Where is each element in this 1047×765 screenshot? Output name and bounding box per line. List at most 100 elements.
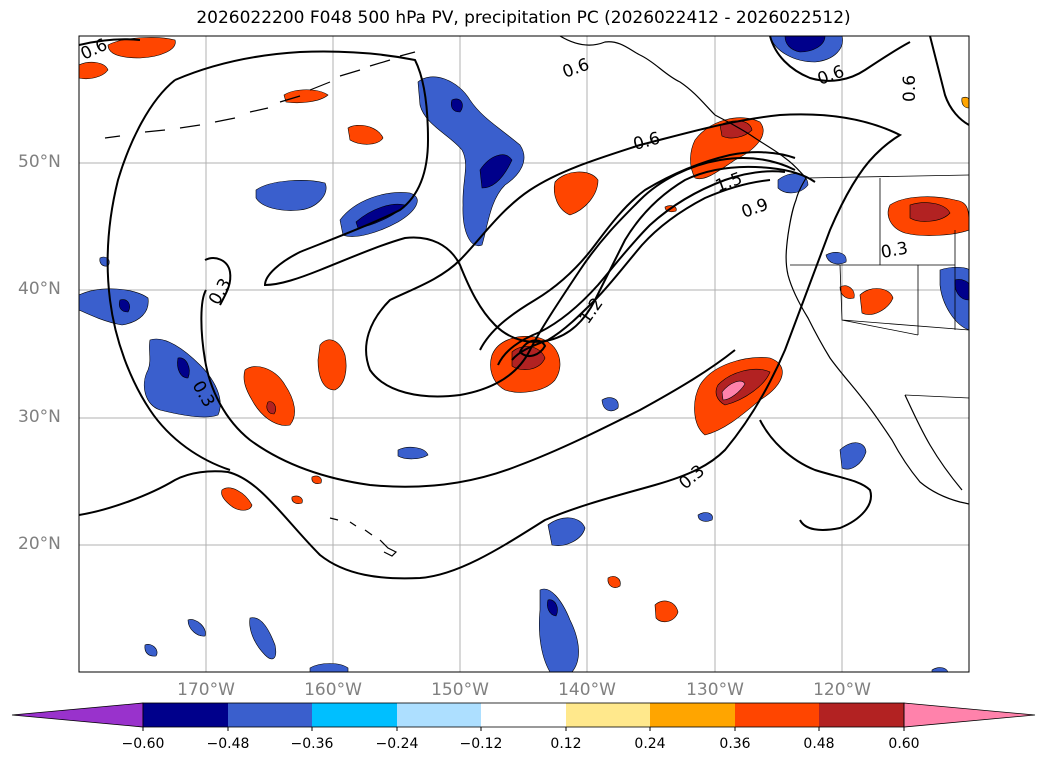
- precip-negative-area: [547, 517, 586, 546]
- precip-negative-area: [539, 588, 579, 672]
- pv-contour-0.3-outer: [200, 289, 736, 488]
- lat-label: 20°N: [18, 534, 61, 554]
- baja-california-coast: [904, 394, 963, 491]
- precip-positive-area: [607, 576, 621, 588]
- lat-label: 30°N: [18, 407, 61, 427]
- colorbar-tick-label: 0.12: [550, 736, 582, 752]
- precip-positive-area: [909, 202, 951, 222]
- us-mexico-border: [904, 394, 969, 399]
- lat-label: 40°N: [18, 279, 61, 299]
- pv-contour-0.6: [79, 38, 816, 343]
- pv-contour-label: 0.6: [900, 75, 920, 102]
- state-borders: [790, 178, 969, 336]
- lat-label: 50°N: [18, 152, 61, 172]
- precip-negative-area: [187, 619, 206, 637]
- colorbar-segment: [143, 703, 228, 727]
- precip-positive-area: [283, 89, 329, 104]
- precip-negative-area: [450, 98, 463, 113]
- colorbar-tick-label: −0.24: [375, 736, 419, 752]
- precip-positive-area: [79, 61, 109, 80]
- colorbar-segment: [650, 703, 735, 727]
- map-content: 0.6 0.6 0.6 0.6 0.6 0.3 0.3 0.3 0.3 1.2 …: [79, 36, 969, 672]
- lon-label: 170°W: [177, 680, 235, 700]
- pv-contour-0.3-south: [759, 419, 872, 531]
- pv-contour-label: 0.3: [879, 239, 909, 263]
- pv-contour-label: 0.6: [631, 129, 662, 155]
- lon-label: 120°W: [813, 680, 871, 700]
- precip-positive-area: [961, 96, 969, 109]
- precip-positive-area: [107, 37, 176, 59]
- colorbar-segment: [312, 703, 397, 727]
- map-frame: [78, 35, 970, 673]
- coastlines: [104, 36, 969, 557]
- precip-negative-area: [255, 180, 327, 211]
- pv-contour-0.9: [479, 151, 796, 351]
- lon-label: 130°W: [686, 680, 744, 700]
- precip-negative-area: [144, 644, 158, 657]
- pv-contour-1.2: [497, 170, 786, 366]
- precip-negative-area: [79, 288, 149, 326]
- precip-positive-area: [721, 380, 746, 401]
- pv-contour-label: 0.3: [205, 275, 236, 308]
- precip-negative-area: [839, 442, 867, 470]
- pv-contour-0.6-ne: [769, 36, 969, 126]
- colorbar-tick-label: −0.12: [459, 736, 503, 752]
- precip-negative-area: [118, 299, 130, 313]
- colorbar-segment: [397, 703, 481, 727]
- precip-negative-area: [931, 667, 949, 672]
- map-title: 2026022200 F048 500 hPa PV, precipitatio…: [196, 8, 851, 28]
- precip-negative-areas: [79, 36, 969, 672]
- precip-negative-area: [954, 279, 969, 301]
- pv-contour-0.3: [79, 113, 903, 580]
- colorbar-tick-label: 0.60: [888, 736, 920, 752]
- colorbar-segment: [481, 703, 566, 727]
- colorbar-extend-max: [903, 702, 1036, 728]
- alaska-coast: [559, 36, 807, 179]
- colorbar-segment: [735, 703, 819, 727]
- colorbar-tick-label: −0.36: [290, 736, 334, 752]
- aleutian-islands: [104, 51, 416, 139]
- precip-negative-area: [784, 36, 826, 53]
- colorbar-tick-label: 0.48: [803, 736, 835, 752]
- pv-contour-labels: 0.6 0.6 0.6 0.6 0.6 0.3 0.3 0.3 0.3 1.2 …: [79, 36, 920, 494]
- pv-contour-label: 1.5: [713, 169, 745, 197]
- pv-contour-inner: [518, 339, 547, 357]
- us-canada-border: [805, 174, 969, 179]
- precip-negative-area: [825, 252, 847, 265]
- precip-positive-area: [266, 401, 276, 415]
- precip-positive-area: [654, 600, 679, 623]
- precip-positive-area: [243, 366, 295, 426]
- precip-negative-area: [144, 338, 221, 418]
- colorbar-extend-min: [11, 702, 144, 728]
- colorbar-outline: [142, 702, 905, 728]
- borders: [790, 174, 969, 399]
- precip-negative-area: [249, 617, 277, 660]
- precip-negative-area: [547, 599, 558, 617]
- colorbar-tick-label: −0.60: [121, 736, 165, 752]
- colorbar-segment: [819, 703, 904, 727]
- british-columbia-coast: [785, 177, 969, 505]
- precip-negative-area: [601, 397, 619, 412]
- precip-positive-area: [839, 285, 855, 299]
- precip-positive-area: [859, 288, 894, 315]
- lon-label: 140°W: [558, 680, 616, 700]
- colorbar-tick-label: 0.24: [634, 736, 666, 752]
- precip-negative-area: [177, 357, 190, 379]
- colorbar-tick-label: 0.36: [719, 736, 751, 752]
- colorbar: [11, 702, 1036, 731]
- gridlines: [79, 36, 969, 672]
- colorbar-segment: [566, 703, 650, 727]
- precip-positive-area: [291, 495, 303, 504]
- hawaii-islands: [329, 517, 398, 557]
- lon-label: 150°W: [431, 680, 489, 700]
- colorbar-tick-label: −0.48: [206, 736, 250, 752]
- precip-negative-area: [697, 512, 713, 522]
- precip-positive-area: [347, 125, 384, 145]
- precip-negative-area: [397, 446, 429, 460]
- lon-label: 160°W: [304, 680, 362, 700]
- pv-contours: [79, 36, 969, 580]
- precip-positive-area: [311, 475, 322, 484]
- precip-positive-area: [317, 339, 347, 391]
- pv-contour-1.5: [511, 179, 771, 361]
